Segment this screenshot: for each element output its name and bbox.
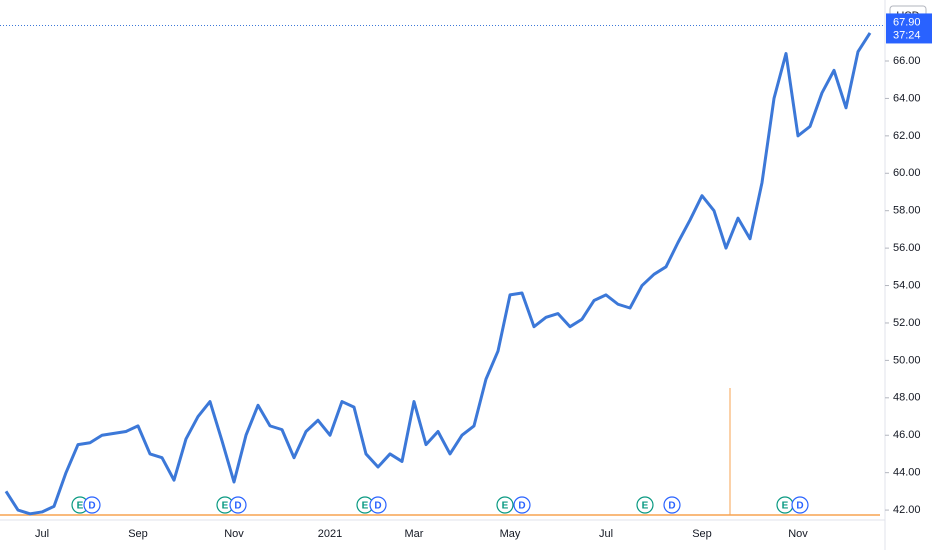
event-e-icon — [636, 496, 654, 514]
event-d-label: D — [234, 501, 241, 512]
y-tick-label: 56.00 — [893, 242, 921, 254]
event-e-label: E — [642, 501, 649, 512]
event-d-label: D — [796, 501, 803, 512]
y-tick-label: 48.00 — [893, 392, 921, 404]
x-tick-label: Mar — [405, 528, 424, 540]
y-tick-label: 50.00 — [893, 354, 921, 366]
y-tick-label: 64.00 — [893, 92, 921, 104]
y-tick-label: 52.00 — [893, 317, 921, 329]
last-price-box — [886, 13, 932, 44]
x-tick-label: Sep — [692, 528, 712, 540]
event-e-label: E — [362, 501, 369, 512]
y-tick-label: 60.00 — [893, 167, 921, 179]
event-d-label: D — [668, 501, 675, 512]
event-e-icon — [496, 496, 514, 514]
y-tick-label: 42.00 — [893, 504, 921, 516]
event-e-label: E — [77, 501, 84, 512]
y-tick-label: 66.00 — [893, 55, 921, 67]
countdown-label: 37:24 — [893, 29, 921, 41]
y-tick-label: 58.00 — [893, 205, 921, 217]
x-tick-label: Jul — [599, 528, 613, 540]
event-d-icon — [663, 496, 681, 514]
x-tick-label: 2021 — [318, 528, 342, 540]
y-tick-label: 46.00 — [893, 429, 921, 441]
x-tick-label: Nov — [788, 528, 808, 540]
y-tick-label: 62.00 — [893, 130, 921, 142]
x-tick-label: Jul — [35, 528, 49, 540]
event-d-icon — [83, 496, 101, 514]
y-tick-label: 44.00 — [893, 467, 921, 479]
event-d-icon — [791, 496, 809, 514]
event-d-icon — [229, 496, 247, 514]
last-price-label: 67.90 — [893, 16, 921, 28]
event-d-label: D — [88, 501, 95, 512]
event-e-label: E — [222, 501, 229, 512]
event-d-icon — [369, 496, 387, 514]
event-e-label: E — [502, 501, 509, 512]
price-line — [4, 32, 872, 516]
event-e-label: E — [782, 501, 789, 512]
x-tick-label: May — [500, 528, 521, 540]
y-tick-label: 54.00 — [893, 279, 921, 291]
x-tick-label: Nov — [224, 528, 244, 540]
event-d-label: D — [518, 501, 525, 512]
event-d-label: D — [374, 501, 381, 512]
x-tick-label: Sep — [128, 528, 148, 540]
event-d-icon — [513, 496, 531, 514]
